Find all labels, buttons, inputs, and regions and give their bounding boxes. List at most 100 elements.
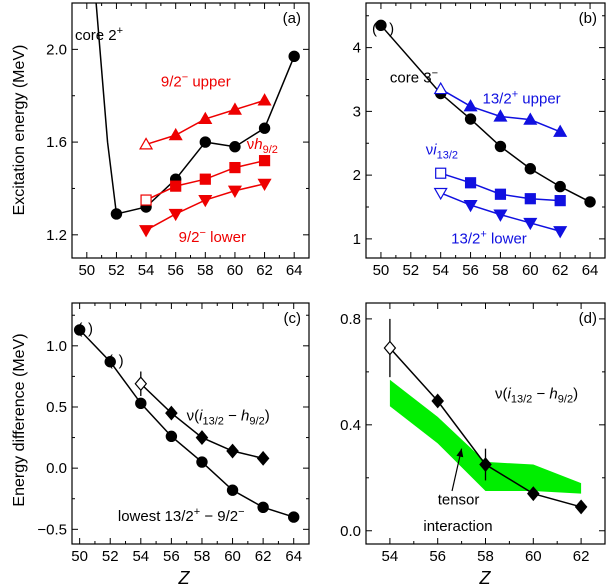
annotation: interaction [423, 518, 492, 535]
annotation: ) [389, 21, 394, 38]
y-tick-label: 0.5 [46, 399, 67, 416]
annotation: 13/2+​ upper [483, 89, 561, 108]
y-tick-label: 1.0 [46, 338, 67, 355]
series-2-point [140, 194, 152, 206]
series-3-point [523, 217, 538, 231]
series-1-point [493, 109, 508, 122]
series-0-point [110, 208, 123, 220]
plot-content [95, 3, 300, 238]
x-tick-label: 56 [167, 262, 184, 279]
series-0-point [199, 136, 212, 148]
annotation: ( [372, 21, 377, 38]
series-2-point [464, 177, 477, 189]
series-0-point [288, 511, 300, 523]
series-1-point [165, 405, 178, 421]
y-tick-label: 4 [353, 40, 361, 57]
x-tick-label: 58 [194, 548, 211, 565]
series-0-point [574, 499, 588, 515]
annotation: core 3−​ [390, 68, 438, 87]
x-tick-label: 62 [255, 548, 272, 565]
series-0-point [226, 484, 239, 496]
panel-c: 50 52 54 56 58 60 62 64 −0.5 0.0 0.5 1.0 (c) ν(i13/2​… [37, 302, 310, 565]
plot-content [73, 324, 300, 523]
y-tick-label: 1.2 [46, 227, 67, 244]
x-tick-label: 58 [492, 262, 509, 279]
y-axis-label-top: Excitation energy (MeV) [11, 45, 28, 216]
annotation: νh9/2​ [247, 136, 278, 156]
panel-label: (a) [283, 10, 301, 27]
annotation: ( [77, 321, 82, 338]
x-tick-label: 54 [382, 548, 399, 565]
x-tick-label: 50 [71, 548, 88, 565]
series-2-point [494, 188, 507, 200]
series-lead-in-line [95, 3, 118, 215]
series-0-point [104, 356, 116, 368]
y-tick-label: 0.0 [340, 523, 361, 540]
series-3-point [493, 209, 508, 222]
x-tick-label: 62 [552, 262, 569, 279]
series-1-point [227, 102, 242, 115]
plot-frame [71, 302, 310, 545]
y-tick-label: 0.4 [340, 417, 361, 434]
panel-label: (d) [579, 310, 597, 327]
series-1-point [553, 124, 568, 137]
series-1-point [134, 376, 148, 392]
plot-frame [365, 2, 606, 259]
series-0-point [73, 324, 86, 336]
x-axis-label-left: Z [178, 568, 191, 588]
annotation: lowest 13/2+​ − 9/2−​ [118, 506, 245, 525]
x-tick-label: 54 [132, 548, 149, 565]
y-tick-label: 3 [353, 103, 361, 120]
series-2-point [199, 173, 211, 185]
x-tick-label: 62 [573, 548, 590, 565]
series-3-point [433, 187, 448, 201]
series-3-point [227, 185, 242, 198]
annotation: ) [119, 352, 124, 369]
series-1-point [463, 99, 478, 112]
x-tick-label: 64 [285, 548, 302, 565]
x-tick-label: 56 [462, 262, 479, 279]
x-tick-label: 54 [432, 262, 449, 279]
series-0-point [375, 19, 387, 32]
series-0-point [464, 113, 477, 125]
series-0-point [584, 196, 596, 208]
series-2-point [170, 180, 182, 192]
series-1-point [226, 443, 239, 459]
x-tick-label: 58 [477, 548, 494, 565]
series-1-point [168, 127, 183, 141]
x-tick-label: 56 [429, 548, 446, 565]
series-0-point [258, 122, 271, 134]
series-3-point [257, 178, 272, 192]
annotation: ( [108, 352, 113, 369]
series-0-point [527, 486, 540, 502]
y-tick-label: 0.0 [46, 460, 67, 477]
series-1-point [139, 137, 154, 150]
panel-d: 54 56 58 60 62 0.0 0.4 0.8 (d) ν(i13/2​ − h9/2​) t… [340, 302, 606, 565]
series-0-point [383, 340, 397, 356]
x-tick-label: 54 [138, 262, 155, 279]
series-1-point [433, 81, 448, 95]
x-tick-label: 58 [197, 262, 214, 279]
series-1-point [195, 430, 209, 445]
tensor-band [389, 379, 582, 494]
x-axis-label-right: Z [479, 568, 492, 588]
x-tick-label: 64 [582, 262, 599, 279]
series-0-point [229, 141, 241, 153]
series-3-point [139, 225, 154, 238]
series-0-point [135, 397, 147, 410]
series-3-point [168, 208, 183, 222]
series-3-point [463, 199, 478, 213]
series-0-point [494, 140, 507, 153]
x-tick-label: 56 [163, 548, 180, 565]
panel-a: 50 52 54 56 58 60 62 64 1.2 1.6 2.0 (a) core 2+​ 9/2−… [46, 2, 310, 279]
series-1-point [523, 112, 538, 125]
plot-content [383, 318, 588, 515]
series-1-point [256, 450, 270, 466]
plot-frame [365, 302, 606, 545]
x-tick-label: 60 [224, 548, 241, 565]
series-3-point [198, 194, 213, 208]
x-tick-label: 52 [102, 548, 119, 565]
series-2-point [229, 161, 241, 174]
series-1-point [198, 111, 213, 125]
